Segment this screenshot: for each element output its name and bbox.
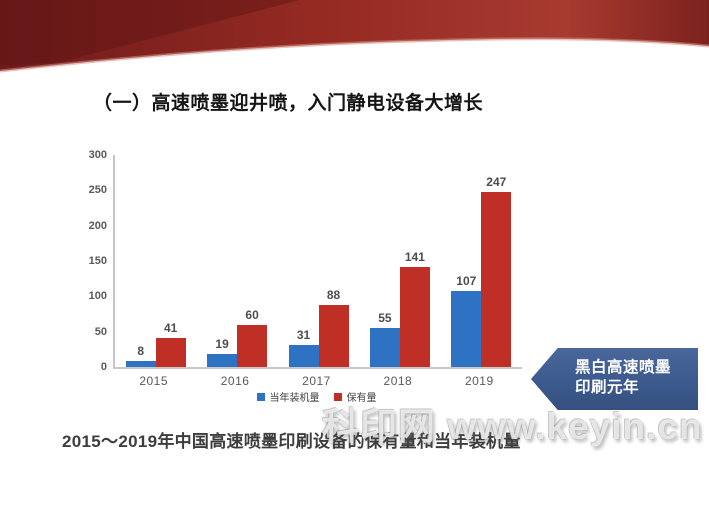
bar-保有量-2019 (481, 192, 512, 367)
y-axis-tick-label: 300 (88, 149, 107, 161)
bar-value-label: 60 (245, 307, 259, 322)
ribbon-edge-highlight (0, 37, 709, 73)
bar-value-label: 55 (378, 311, 392, 326)
bar-value-label: 107 (456, 274, 477, 289)
callout-banner-text: 黑白高速喷墨 印刷元年 (531, 348, 698, 398)
bar-value-label: 141 (404, 250, 425, 265)
x-axis-tick-label: 2016 (220, 374, 250, 388)
legend-swatch-icon (256, 392, 265, 401)
bar-chart-plot-area: 0 50 100 150 200 250 300 8 41 19 60 31 88 55 141 107 247 (89, 149, 522, 373)
x-axis-tick-label: 2019 (464, 374, 494, 388)
bar-当年装机量-2018 (369, 328, 400, 367)
legend-item-保有量: 保有量 (333, 389, 377, 404)
chart-legend: 当年装机量 保有量 (113, 389, 520, 404)
chart-caption: 2015～2019年中国高速喷墨印刷设备的保有量和当年装机量 (62, 432, 521, 451)
y-axis-tick-label: 100 (88, 290, 107, 303)
x-axis-tick-label: 2018 (383, 374, 413, 388)
ribbon-dark-corner (0, 0, 300, 66)
callout-banner: 黑白高速喷墨 印刷元年 (531, 348, 698, 410)
legend-label: 保有量 (346, 393, 377, 404)
bar-value-label: 41 (164, 321, 178, 336)
bar-当年装机量-2015 (125, 361, 156, 367)
callout-line-2: 印刷元年 (575, 379, 640, 396)
legend-label: 当年装机量 (269, 393, 320, 404)
bar-value-label: 247 (486, 175, 507, 190)
y-axis-tick-label: 200 (88, 219, 107, 232)
bar-value-label: 88 (326, 287, 341, 302)
x-axis-tick-label: 2015 (139, 374, 169, 388)
bar-value-label: 8 (137, 344, 145, 359)
bar-保有量-2018 (399, 267, 430, 367)
y-axis-tick-label: 250 (88, 184, 107, 197)
y-axis-tick-label: 150 (88, 255, 107, 267)
bar-当年装机量-2017 (288, 345, 319, 367)
slide-title: （一）高速喷墨迎井喷，入门静电设备大增长 (93, 93, 484, 114)
header-ribbon-decoration (0, 0, 709, 73)
y-axis-tick-label: 0 (100, 361, 107, 373)
legend-item-当年装机量: 当年装机量 (256, 389, 320, 404)
bar-value-label: 19 (215, 336, 229, 351)
bar-保有量-2015 (155, 338, 186, 367)
x-axis-tick-label: 2017 (302, 374, 331, 388)
legend-swatch-icon (333, 392, 342, 401)
bar-保有量-2017 (318, 304, 349, 367)
bar-当年装机量-2019 (451, 291, 482, 367)
bar-当年装机量-2016 (207, 353, 238, 367)
bar-保有量-2016 (237, 324, 268, 367)
callout-line-1: 黑白高速喷墨 (575, 359, 672, 376)
y-axis-tick-label: 50 (94, 325, 107, 338)
bar-value-label: 31 (296, 328, 311, 343)
